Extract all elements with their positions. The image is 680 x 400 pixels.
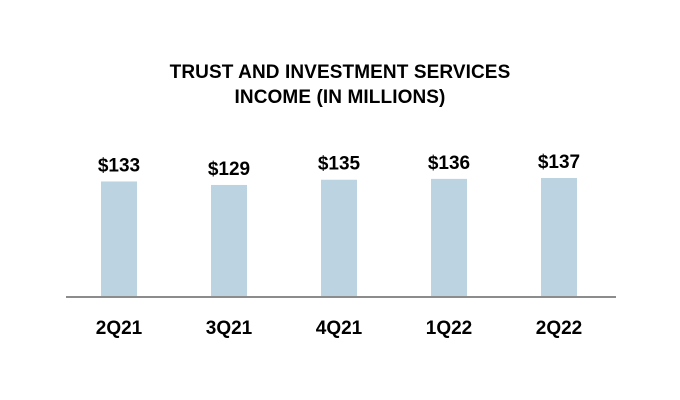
bar-3q21 [211, 184, 247, 297]
chart-title-line-2: INCOME (IN MILLIONS) [234, 87, 446, 108]
x-tick-label-1q22: 1Q22 [426, 318, 472, 339]
chart-title: TRUST AND INVESTMENT SERVICES INCOME (IN… [0, 60, 680, 110]
data-label-2q21: $133 [98, 155, 140, 176]
bar-4q21 [321, 179, 357, 297]
bar-1q22 [431, 178, 467, 297]
x-tick-label-2q21: 2Q21 [96, 318, 143, 339]
data-label-1q22: $136 [428, 153, 470, 174]
data-label-2q22: $137 [538, 152, 580, 173]
chart-title-line-1: TRUST AND INVESTMENT SERVICES [169, 62, 511, 83]
data-label-3q21: $129 [208, 159, 250, 180]
bar-2q21 [101, 181, 137, 297]
bar-2q22 [541, 178, 577, 297]
data-label-4q21: $135 [318, 154, 361, 175]
x-tick-label-3q21: 3Q21 [206, 318, 253, 339]
x-tick-label-4q21: 4Q21 [316, 318, 363, 339]
x-tick-label-2q22: 2Q22 [536, 318, 582, 339]
